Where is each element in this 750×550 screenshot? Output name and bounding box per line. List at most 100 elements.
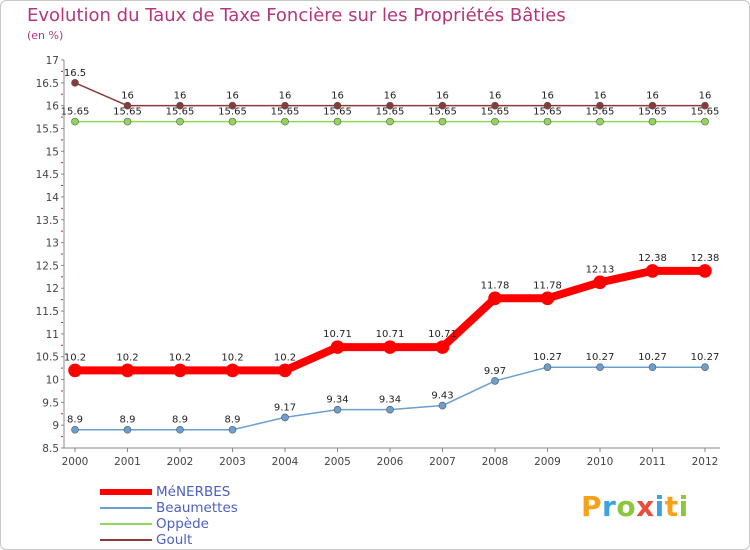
y-tick-label: 12	[46, 283, 59, 295]
data-label-goult: 16	[279, 91, 292, 102]
data-point-goult	[648, 101, 657, 110]
legend-label-oppede: Oppède	[156, 516, 209, 532]
data-label-goult: 16	[699, 91, 712, 102]
data-point-beaumettes	[543, 363, 552, 372]
logo-letter: i	[678, 490, 689, 523]
data-label-menerbes: 10.2	[64, 352, 86, 363]
data-label-goult: 16	[646, 91, 659, 102]
logo-letter: i	[654, 490, 665, 523]
logo-letter: r	[602, 490, 617, 523]
data-point-oppede	[491, 117, 499, 126]
data-point-goult	[438, 101, 447, 110]
data-label-goult: 16	[174, 91, 187, 102]
data-label-beaumettes: 8.9	[225, 415, 241, 426]
data-label-menerbes: 12.38	[691, 253, 720, 264]
data-label-menerbes: 12.13	[586, 264, 615, 275]
data-label-goult: 16	[436, 91, 449, 102]
data-label-oppede: 15.65	[113, 107, 142, 118]
data-label-menerbes: 10.2	[274, 352, 296, 363]
data-label-oppede: 15.65	[166, 107, 195, 118]
data-point-beaumettes	[228, 425, 237, 434]
data-label-goult: 16	[384, 91, 397, 102]
y-tick-label: 8.5	[42, 443, 59, 455]
logo-letter: P	[581, 490, 603, 523]
data-label-oppede: 15.65	[323, 107, 352, 118]
data-label-beaumettes: 10.27	[638, 352, 667, 363]
data-label-goult: 16	[226, 91, 239, 102]
data-point-oppede	[71, 117, 79, 126]
data-label-goult: 16	[331, 91, 344, 102]
data-label-oppede: 15.65	[61, 107, 90, 118]
logo-letter: t	[664, 490, 679, 523]
data-point-goult	[281, 101, 289, 110]
data-point-menerbes	[698, 264, 712, 278]
legend-label-goult: Goult	[156, 532, 193, 548]
data-point-oppede	[281, 117, 289, 126]
data-point-goult	[543, 101, 552, 110]
data-point-goult	[228, 101, 237, 110]
chart-legend: MéNERBES Beaumettes Oppède Goult	[100, 484, 238, 548]
y-tick-label: 13.5	[36, 215, 59, 227]
data-point-beaumettes	[281, 413, 289, 422]
y-tick-label: 10	[46, 375, 59, 387]
data-label-beaumettes: 9.43	[431, 391, 453, 402]
y-tick-label: 16	[46, 101, 60, 113]
data-point-oppede	[228, 117, 237, 126]
data-label-goult: 16	[541, 91, 554, 102]
data-label-goult: 16	[489, 91, 502, 102]
data-label-beaumettes: 9.97	[484, 366, 506, 377]
data-label-menerbes: 10.71	[323, 329, 352, 340]
data-label-beaumettes: 8.9	[120, 415, 136, 426]
x-tick-label: 2010	[587, 456, 614, 468]
data-point-beaumettes	[333, 405, 342, 414]
x-tick-label: 2001	[114, 456, 141, 468]
data-point-menerbes	[645, 264, 660, 278]
legend-item-menerbes: MéNERBES	[100, 484, 238, 500]
x-tick-label: 2003	[219, 456, 246, 468]
data-label-beaumettes: 10.27	[691, 352, 720, 363]
data-point-beaumettes	[123, 425, 132, 434]
data-point-menerbes	[68, 363, 82, 378]
legend-swatch-oppede	[100, 523, 152, 525]
data-label-beaumettes: 10.27	[586, 352, 615, 363]
data-point-beaumettes	[438, 401, 447, 410]
data-point-beaumettes	[176, 425, 184, 434]
data-label-beaumettes: 10.27	[533, 352, 562, 363]
data-label-menerbes: 10.71	[376, 329, 405, 340]
data-label-oppede: 15.65	[218, 107, 247, 118]
y-tick-label: 11	[46, 329, 59, 341]
data-label-oppede: 15.65	[376, 107, 405, 118]
data-point-goult	[596, 101, 604, 110]
data-point-goult	[701, 101, 709, 110]
logo-letter: x	[636, 490, 655, 523]
data-point-menerbes	[225, 363, 240, 378]
legend-item-oppede: Oppède	[100, 516, 238, 532]
data-point-goult	[123, 101, 132, 110]
data-point-beaumettes	[648, 363, 657, 372]
y-tick-label: 12.5	[36, 260, 59, 272]
data-point-beaumettes	[701, 363, 709, 372]
data-point-goult	[71, 79, 79, 87]
data-point-oppede	[648, 117, 657, 126]
y-tick-label: 17	[46, 55, 59, 67]
data-label-beaumettes: 8.9	[67, 415, 83, 426]
data-point-menerbes	[278, 363, 292, 378]
data-label-beaumettes: 9.17	[274, 402, 296, 413]
y-tick-label: 15	[46, 146, 59, 158]
chart-title: Evolution du Taux de Taxe Foncière sur l…	[27, 5, 566, 26]
x-tick-label: 2007	[429, 456, 456, 468]
data-point-menerbes	[540, 291, 555, 306]
x-tick-label: 2000	[62, 456, 89, 468]
legend-swatch-menerbes	[100, 489, 152, 495]
y-tick-label: 9	[52, 420, 59, 432]
legend-label-menerbes: MéNERBES	[156, 484, 231, 500]
data-label-beaumettes: 8.9	[172, 415, 188, 426]
data-point-menerbes	[120, 363, 135, 378]
data-label-oppede: 15.65	[638, 107, 667, 118]
data-point-menerbes	[593, 275, 607, 290]
data-label-beaumettes: 9.34	[379, 395, 401, 406]
data-point-menerbes	[435, 340, 450, 354]
data-point-oppede	[333, 117, 342, 126]
data-point-oppede	[123, 117, 132, 126]
